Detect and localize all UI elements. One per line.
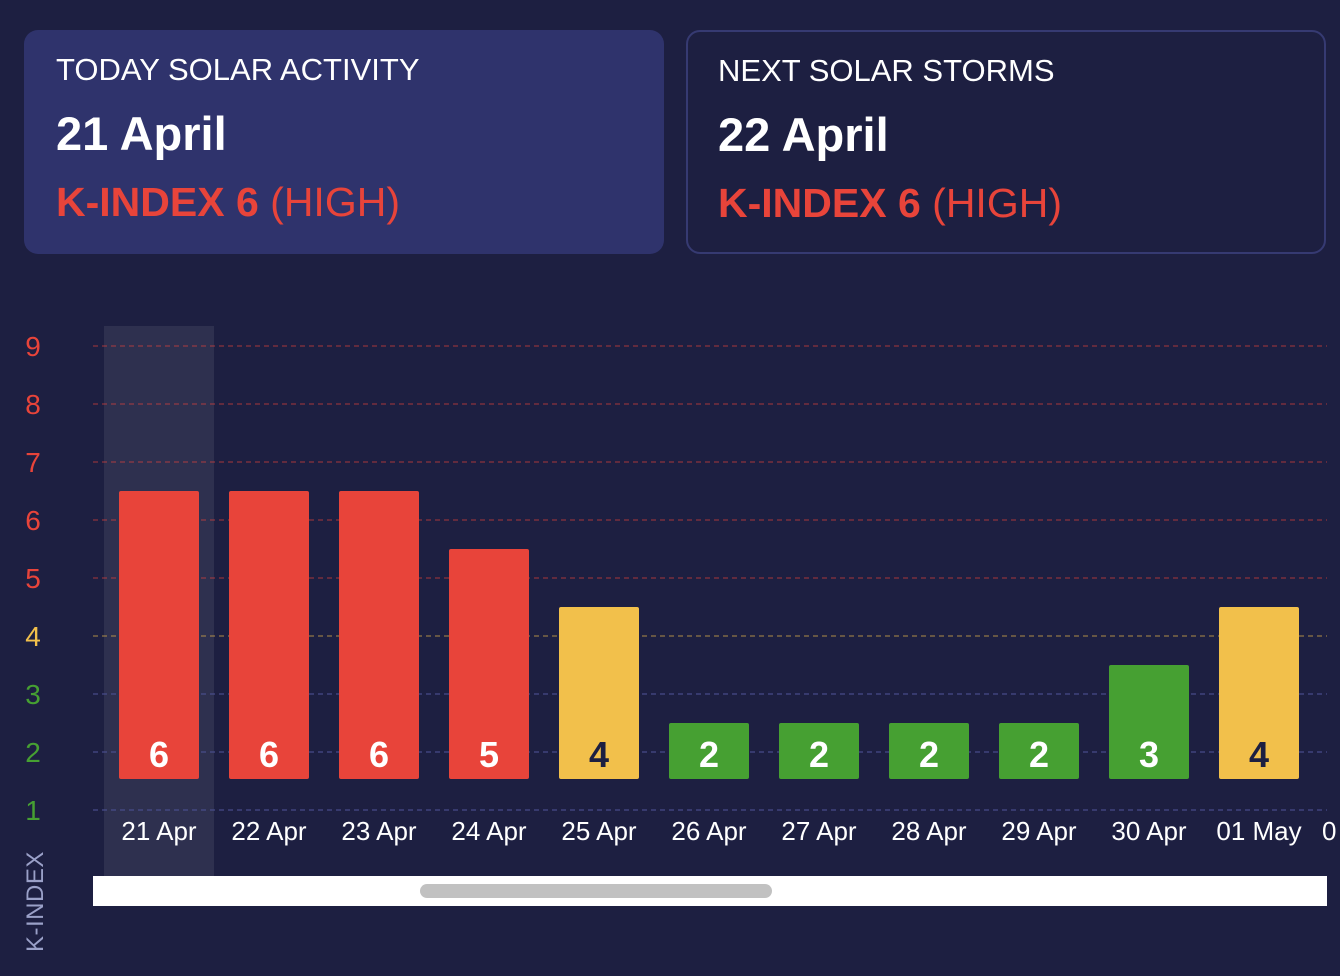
x-tick-label: 01 May <box>1216 816 1301 846</box>
x-tick-label: 29 Apr <box>1001 816 1077 846</box>
bar-data-label: 6 <box>259 734 279 775</box>
y-tick-label: 4 <box>25 621 41 652</box>
bar-data-label: 2 <box>699 734 719 775</box>
y-tick-label: 6 <box>25 505 41 536</box>
x-tick-label-clipped: 0 <box>1322 816 1336 846</box>
today-card-kindex: K-INDEX 6 (HIGH) <box>56 178 632 226</box>
bar-24-apr <box>449 549 529 779</box>
bar-data-label: 5 <box>479 734 499 775</box>
bar-data-label: 2 <box>809 734 829 775</box>
bar-28-apr <box>889 723 969 779</box>
x-tick-label: 21 Apr <box>121 816 197 846</box>
bar-25-apr <box>559 607 639 779</box>
x-tick-label: 26 Apr <box>671 816 747 846</box>
bar-22-apr <box>229 491 309 779</box>
x-tick-label: 25 Apr <box>561 816 637 846</box>
next-card-date: 22 April <box>718 108 889 161</box>
bar-29-apr <box>999 723 1079 779</box>
bar-data-label: 6 <box>369 734 389 775</box>
today-card-label: TODAY SOLAR ACTIVITY <box>56 52 420 87</box>
x-tick-label: 27 Apr <box>781 816 857 846</box>
y-tick-label: 7 <box>25 447 41 478</box>
today-solar-activity-card: TODAY SOLAR ACTIVITY 21 April K-INDEX 6 … <box>24 30 664 254</box>
y-tick-label: 2 <box>25 737 41 768</box>
y-tick-label: 5 <box>25 563 41 594</box>
bar-23-apr <box>339 491 419 779</box>
today-kindex-value: K-INDEX 6 <box>56 179 259 225</box>
bar-data-label: 4 <box>589 734 609 775</box>
y-tick-label: 1 <box>25 795 41 826</box>
x-tick-label: 28 Apr <box>891 816 967 846</box>
bar-data-label: 6 <box>149 734 169 775</box>
x-tick-label: 24 Apr <box>451 816 527 846</box>
y-tick-label: 8 <box>25 389 41 420</box>
x-tick-label: 22 Apr <box>231 816 307 846</box>
bar-30-apr <box>1109 665 1189 779</box>
next-kindex-level: (HIGH) <box>932 180 1062 226</box>
today-kindex-level: (HIGH) <box>270 179 400 225</box>
y-axis-label: K-INDEX <box>22 851 49 952</box>
next-kindex-value: K-INDEX 6 <box>718 180 921 226</box>
bar-26-apr <box>669 723 749 779</box>
x-tick-label: 23 Apr <box>341 816 417 846</box>
kindex-chart-svg: 9 8 7 6 5 4 3 2 1 6 21 Apr 6 22 Apr 6 23 Apr 5 24 Apr 4 25… <box>25 326 1336 878</box>
bar-data-label: 4 <box>1249 734 1269 775</box>
bar-data-label: 2 <box>919 734 939 775</box>
bar-data-label: 3 <box>1139 734 1159 775</box>
scrollbar-thumb[interactable] <box>420 884 772 898</box>
next-solar-storms-card: NEXT SOLAR STORMS 22 April K-INDEX 6 (HI… <box>686 30 1326 254</box>
next-card-kindex: K-INDEX 6 (HIGH) <box>718 179 1294 227</box>
kindex-chart: 9 8 7 6 5 4 3 2 1 6 21 Apr 6 22 Apr 6 23 Apr 5 24 Apr 4 25… <box>0 300 1340 976</box>
y-tick-label: 9 <box>25 331 41 362</box>
next-card-label: NEXT SOLAR STORMS <box>718 53 1055 88</box>
bar-27-apr <box>779 723 859 779</box>
bar-data-label: 2 <box>1029 734 1049 775</box>
bar-01-may <box>1219 607 1299 779</box>
today-card-date: 21 April <box>56 107 227 160</box>
chart-horizontal-scrollbar[interactable] <box>93 876 1327 906</box>
x-tick-label: 30 Apr <box>1111 816 1187 846</box>
bar-21-apr <box>119 491 199 779</box>
y-tick-label: 3 <box>25 679 41 710</box>
